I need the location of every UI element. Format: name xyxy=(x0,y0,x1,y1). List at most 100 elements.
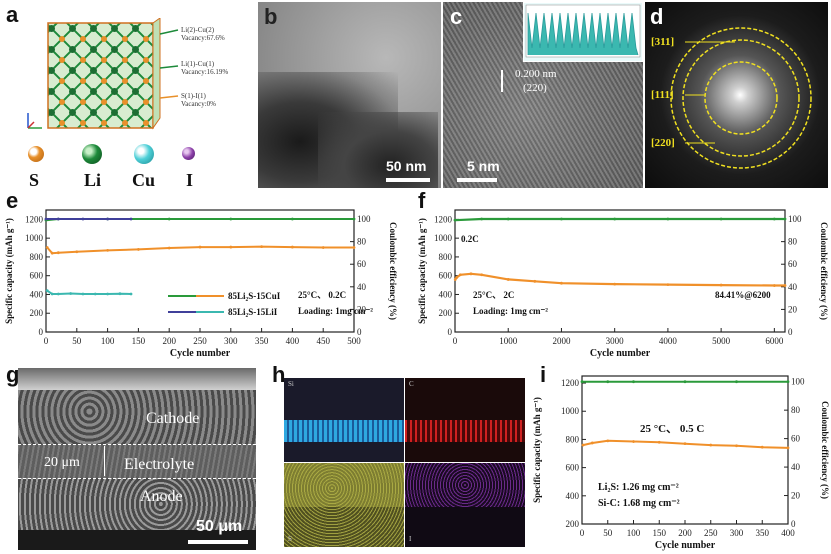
x-tick-label: 300 xyxy=(730,528,744,538)
anode-layer xyxy=(18,478,256,530)
data-point-0 xyxy=(198,245,202,249)
data-point-0 xyxy=(291,245,294,249)
panel-label-f: f xyxy=(418,188,426,213)
data-point-0 xyxy=(632,440,635,443)
eds-map-c: C xyxy=(405,378,525,462)
legend-label: 85Li₂S-15LiI xyxy=(228,307,278,317)
x-tick-label: 200 xyxy=(162,336,176,346)
x-tick-label: 350 xyxy=(756,528,770,538)
y-tick-label: 800 xyxy=(566,434,580,444)
thickness-arrow xyxy=(104,446,105,476)
data-point-1 xyxy=(606,380,610,384)
data-point-0 xyxy=(581,443,585,447)
spacing-marker xyxy=(501,70,503,92)
line-profile-inset xyxy=(523,2,643,62)
x-tick-label: 1000 xyxy=(499,336,518,346)
y-tick-label: 600 xyxy=(566,463,580,473)
bottom-layer xyxy=(18,530,256,550)
data-point-1 xyxy=(560,217,563,221)
y-tick-label: 0 xyxy=(39,327,44,337)
plot-frame xyxy=(454,209,786,333)
y2-tick-label: 100 xyxy=(791,377,805,387)
data-point-3 xyxy=(106,217,109,221)
data-point-0 xyxy=(560,281,563,285)
atom-legend: S Li Cu I xyxy=(20,142,250,192)
fft-pattern: [311] [111] [220] xyxy=(645,2,828,188)
panel-label-c: c xyxy=(450,4,463,29)
ring-311 xyxy=(670,27,812,169)
chart-i: 0 50 100 150 200 250 300 350 4002004006008001000… xyxy=(532,375,830,551)
data-point-1 xyxy=(480,217,484,221)
x-axis-label: Cycle number xyxy=(655,540,716,551)
data-point-0 xyxy=(50,251,54,255)
scale-bar xyxy=(457,178,497,182)
x-tick-label: 50 xyxy=(603,528,613,538)
data-point-1 xyxy=(735,380,738,384)
data-point-0 xyxy=(137,248,140,251)
x-tick-label: 5000 xyxy=(712,336,731,346)
data-point-1 xyxy=(666,217,670,221)
y2-tick-label: 80 xyxy=(791,405,801,415)
x-tick-label: 0 xyxy=(44,336,49,346)
current-collector xyxy=(18,368,256,390)
data-point-0 xyxy=(106,248,109,252)
lithium-symbol: Li xyxy=(84,170,102,190)
data-point-0 xyxy=(760,445,764,449)
y2-tick-label: 80 xyxy=(357,237,367,247)
electrolyte-layer xyxy=(18,444,256,478)
y-tick-label: 400 xyxy=(439,289,453,299)
copper-atom-icon xyxy=(134,144,154,164)
y2-tick-label: 20 xyxy=(357,304,367,314)
data-point-0 xyxy=(458,273,462,277)
y2-axis-label: Coulombic efficiency (%) xyxy=(820,401,830,499)
sulfur-symbol: S xyxy=(29,170,40,190)
y2-tick-label: 60 xyxy=(357,259,367,269)
y2-tick-label: 40 xyxy=(357,282,367,292)
chart-e: 0 50 100 150 200 250 300 350 400 450 5000200400600… xyxy=(4,209,398,359)
data-point-1 xyxy=(69,292,73,295)
y-tick-label: 1000 xyxy=(25,233,44,243)
y-tick-label: 400 xyxy=(566,491,580,501)
panel-label-d: d xyxy=(650,4,664,29)
data-point-0 xyxy=(480,273,484,277)
data-point-0 xyxy=(613,282,617,286)
data-point-0 xyxy=(469,272,473,276)
data-point-0 xyxy=(657,440,661,444)
ring-label-311: [311] xyxy=(651,36,675,48)
y-tick-label: 200 xyxy=(30,308,44,318)
retention-label: 84.41%@6200 xyxy=(715,290,771,300)
site-annotation-3: S(1)-I(1) Vacancy:0% xyxy=(181,92,216,108)
y-tick-label: 1000 xyxy=(434,233,453,243)
condition-label: 25 °C、 0.5 C xyxy=(640,423,704,435)
series-line-1 xyxy=(454,217,785,222)
y-tick-label: 1200 xyxy=(561,378,580,388)
rate-label: 0.2C xyxy=(461,234,479,244)
line-profile-plot xyxy=(525,4,641,58)
y-tick-label: 200 xyxy=(439,308,453,318)
y-axis-label: Specific capacity (mAh g⁻¹) xyxy=(4,218,14,324)
data-point-1 xyxy=(632,380,635,384)
legend-label: 85Li₂S-15CuI xyxy=(228,291,281,301)
data-point-0 xyxy=(45,246,49,249)
data-point-1 xyxy=(506,217,510,221)
scale-bar-label: 5 nm xyxy=(467,158,500,174)
thickness-label: 20 μm xyxy=(44,455,80,470)
loading-label: Li₂S: 1.26 mg cm⁻² xyxy=(598,482,679,493)
x-tick-label: 450 xyxy=(316,336,330,346)
data-point-0 xyxy=(666,283,670,287)
y2-tick-label: 20 xyxy=(791,491,801,501)
x-tick-label: 500 xyxy=(347,336,361,346)
scale-bar-label: 50 μm xyxy=(196,518,243,535)
electrolyte-label: Electrolyte xyxy=(124,456,195,473)
data-point-2 xyxy=(352,217,356,221)
x-tick-label: 150 xyxy=(653,528,667,538)
condition-label: Loading: 1mg cm⁻² xyxy=(473,306,548,316)
condition-label: 25°C、 0.2C xyxy=(298,290,346,300)
y2-tick-label: 0 xyxy=(357,327,362,337)
data-point-0 xyxy=(533,279,537,283)
y2-tick-label: 40 xyxy=(788,282,798,292)
data-point-0 xyxy=(56,251,60,255)
data-point-1 xyxy=(613,217,617,221)
sem-cross-section: Cathode Electrolyte Anode 20 μm 50 μm xyxy=(18,368,256,550)
y-tick-label: 800 xyxy=(30,252,44,262)
